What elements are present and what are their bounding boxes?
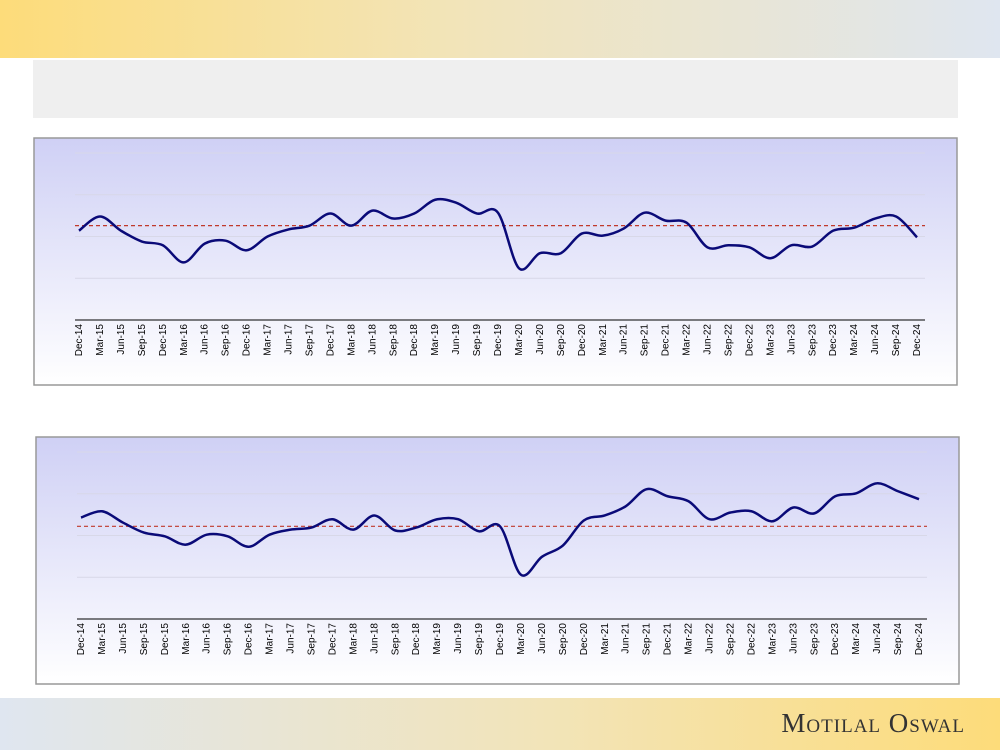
x-tick-label: Sep-23 <box>809 623 820 656</box>
x-tick-label: Mar-19 <box>432 623 443 655</box>
x-tick-label: Sep-15 <box>139 623 150 656</box>
x-tick-label: Jun-15 <box>116 324 127 355</box>
x-tick-label: Jun-18 <box>369 623 380 654</box>
x-tick-label: Mar-22 <box>682 324 693 356</box>
x-tick-label: Mar-22 <box>684 623 695 655</box>
x-tick-label: Mar-18 <box>348 623 359 655</box>
x-tick-label: Dec-22 <box>746 623 757 656</box>
x-tick-label: Sep-15 <box>137 324 148 357</box>
x-tick-label: Dec-16 <box>244 623 255 656</box>
x-tick-label: Jun-16 <box>202 623 213 654</box>
x-tick-label: Dec-22 <box>744 324 755 357</box>
x-tick-label: Jun-21 <box>621 623 632 654</box>
x-tick-label: Dec-17 <box>325 324 336 357</box>
x-tick-label: Sep-20 <box>556 324 567 357</box>
x-tick-label: Sep-24 <box>891 324 902 357</box>
header-band <box>0 0 1000 58</box>
x-tick-label: Mar-18 <box>346 324 357 356</box>
x-tick-label: Sep-18 <box>390 623 401 656</box>
x-tick-label: Jun-18 <box>367 324 378 355</box>
x-tick-label: Mar-17 <box>265 623 276 655</box>
x-tick-label: Sep-16 <box>221 324 232 357</box>
x-tick-label: Mar-24 <box>849 324 860 356</box>
x-tick-label: Mar-23 <box>767 623 778 655</box>
x-tick-label: Mar-21 <box>598 324 609 356</box>
x-tick-label: Dec-16 <box>242 324 253 357</box>
x-tick-label: Sep-22 <box>723 324 734 357</box>
brand: Motilal Oswal <box>781 708 965 738</box>
x-tick-label: Jun-20 <box>535 324 546 355</box>
x-tick-label: Dec-24 <box>914 623 925 656</box>
x-tick-label: Dec-23 <box>830 623 841 656</box>
x-tick-label: Sep-23 <box>807 324 818 357</box>
panel-bg <box>35 436 960 685</box>
x-tick-label: Dec-21 <box>661 324 672 357</box>
x-tick-label: Sep-17 <box>306 623 317 656</box>
series-line <box>80 482 920 577</box>
x-tick-label: Jun-21 <box>619 324 630 355</box>
chart-panel: Dec-14 Mar-15 Jun-15 Sep-15 Dec-15 Mar-16 Jun-… <box>33 137 958 386</box>
x-tick-label: Mar-21 <box>600 623 611 655</box>
x-tick-label: Jun-19 <box>453 623 464 654</box>
x-tick-label: Mar-23 <box>765 324 776 356</box>
x-tick-label: Mar-17 <box>263 324 274 356</box>
x-tick-label: Jun-22 <box>705 623 716 654</box>
x-tick-label: Dec-20 <box>577 324 588 357</box>
x-tick-label: Sep-22 <box>725 623 736 656</box>
x-tick-label: Jun-15 <box>118 623 129 654</box>
x-tick-label: Dec-18 <box>409 324 420 357</box>
x-tick-label: Dec-19 <box>495 623 506 656</box>
x-tick-label: Sep-18 <box>388 324 399 357</box>
series-line <box>78 197 918 271</box>
x-tick-label: Dec-21 <box>663 623 674 656</box>
x-tick-label: Mar-15 <box>97 623 108 655</box>
x-tick-label: Dec-15 <box>158 324 169 357</box>
x-tick-label: Sep-20 <box>558 623 569 656</box>
x-tick-label: Mar-20 <box>514 324 525 356</box>
x-tick-label: Sep-19 <box>472 324 483 357</box>
x-tick-label: Sep-21 <box>642 623 653 656</box>
footer-band <box>0 698 1000 750</box>
x-tick-label: Dec-14 <box>76 623 87 656</box>
x-tick-label: Jun-19 <box>451 324 462 355</box>
x-tick-label: Jun-24 <box>870 324 881 355</box>
x-tick-label: Mar-24 <box>851 623 862 655</box>
x-tick-label: Dec-15 <box>160 623 171 656</box>
x-tick-label: Dec-18 <box>411 623 422 656</box>
chart-panel: Dec-14 Mar-15 Jun-15 Sep-15 Dec-15 Mar-16 Jun-… <box>35 436 960 685</box>
x-tick-label: Sep-21 <box>640 324 651 357</box>
x-tick-label: Jun-23 <box>788 623 799 654</box>
x-tick-label: Mar-15 <box>95 324 106 356</box>
x-tick-label: Dec-17 <box>327 623 338 656</box>
title-box <box>33 60 958 118</box>
x-tick-label: Jun-17 <box>286 623 297 654</box>
x-tick-label: Jun-20 <box>537 623 548 654</box>
x-tick-label: Sep-16 <box>223 623 234 656</box>
x-tick-label: Jun-22 <box>703 324 714 355</box>
x-tick-label: Dec-23 <box>828 324 839 357</box>
x-tick-label: Jun-23 <box>786 324 797 355</box>
x-tick-label: Sep-17 <box>304 324 315 357</box>
x-tick-label: Dec-20 <box>579 623 590 656</box>
x-tick-label: Jun-17 <box>284 324 295 355</box>
x-tick-label: Dec-14 <box>74 324 85 357</box>
x-tick-label: Sep-19 <box>474 623 485 656</box>
x-tick-label: Jun-24 <box>872 623 883 654</box>
x-tick-label: Mar-20 <box>516 623 527 655</box>
x-tick-label: Jun-16 <box>200 324 211 355</box>
x-tick-label: Mar-16 <box>179 324 190 356</box>
x-tick-label: Sep-24 <box>893 623 904 656</box>
x-tick-label: Mar-19 <box>430 324 441 356</box>
x-tick-label: Mar-16 <box>181 623 192 655</box>
x-tick-label: Dec-24 <box>912 324 923 357</box>
x-tick-label: Dec-19 <box>493 324 504 357</box>
